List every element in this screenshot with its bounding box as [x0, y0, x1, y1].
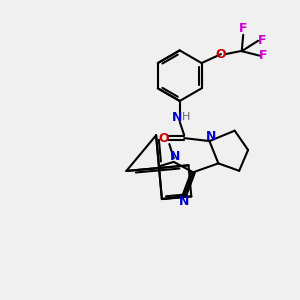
Text: N: N — [172, 111, 182, 124]
Text: F: F — [259, 49, 267, 62]
Text: F: F — [239, 22, 248, 35]
Text: N: N — [170, 150, 181, 163]
Text: H: H — [182, 112, 190, 122]
Text: O: O — [216, 48, 226, 61]
Text: N: N — [206, 130, 216, 143]
Text: O: O — [158, 132, 169, 145]
Text: F: F — [257, 34, 266, 47]
Text: N: N — [179, 195, 189, 208]
